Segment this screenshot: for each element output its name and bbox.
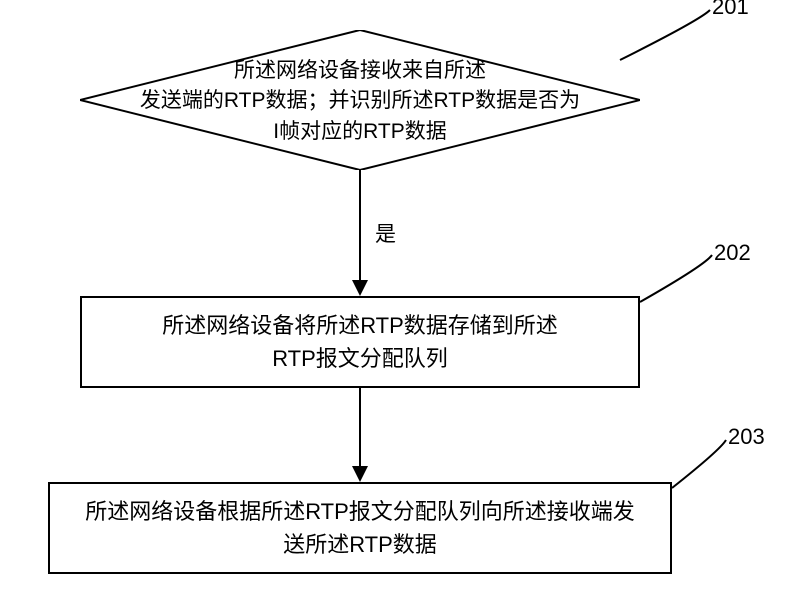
label-202: 202 <box>714 240 751 266</box>
flowchart-canvas: 所述网络设备接收来自所述 发送端的RTP数据；并识别所述RTP数据是否为 I帧对… <box>0 0 800 604</box>
n203-line1: 所述网络设备根据所述RTP报文分配队列向所述接收端发 <box>85 499 635 524</box>
n202-line1: 所述网络设备将所述RTP数据存储到所述 <box>162 313 558 338</box>
n203-line2: 送所述RTP数据 <box>283 532 437 557</box>
label-201: 201 <box>712 0 749 20</box>
process-node-202: 所述网络设备将所述RTP数据存储到所述 RTP报文分配队列 <box>80 296 640 388</box>
process-node-203: 所述网络设备根据所述RTP报文分配队列向所述接收端发 送所述RTP数据 <box>48 482 672 574</box>
edge-label-yes: 是 <box>375 218 396 248</box>
n202-line2: RTP报文分配队列 <box>272 346 448 371</box>
label-203: 203 <box>728 424 765 450</box>
